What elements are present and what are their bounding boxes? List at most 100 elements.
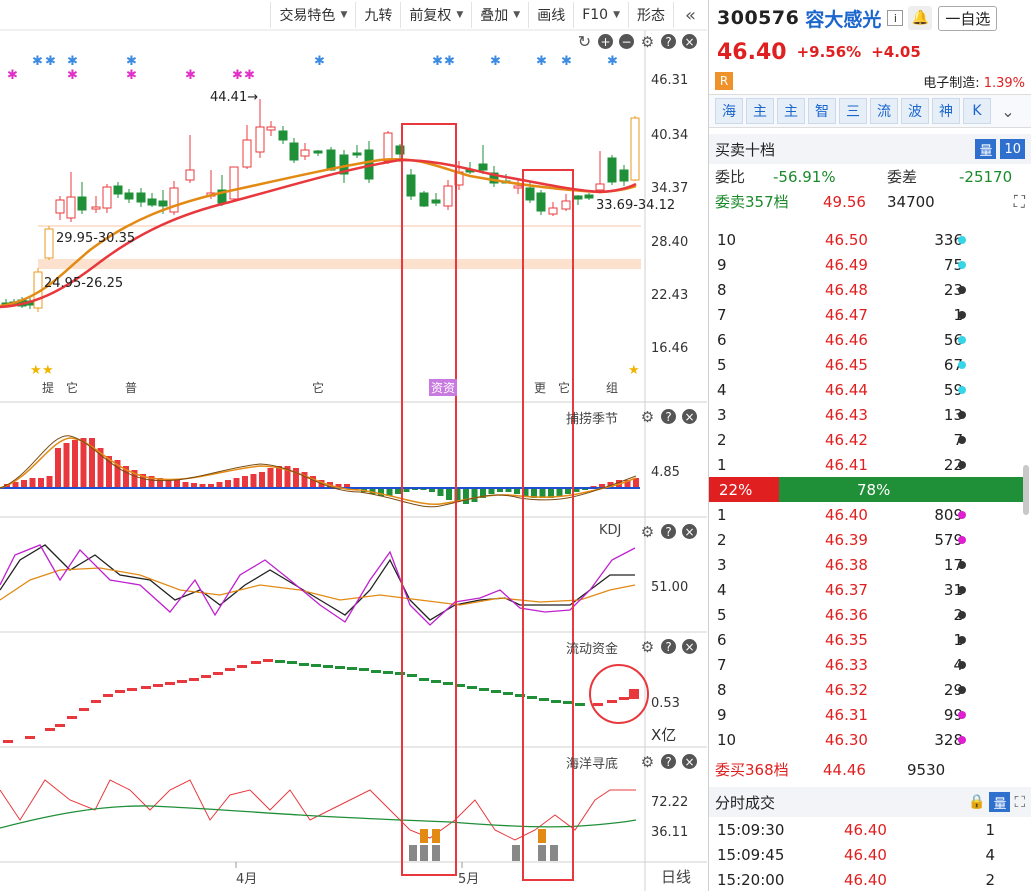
ask-row[interactable]: 6 46.46 56: [709, 327, 1031, 352]
r-badge: R: [715, 72, 733, 90]
event-marker[interactable]: 提: [42, 381, 55, 395]
indicator-tab[interactable]: 波: [901, 98, 929, 124]
sell-total-price: 49.56: [823, 192, 866, 211]
liquidity-mark: [201, 675, 211, 678]
help-icon[interactable]: ?: [661, 34, 676, 49]
expand-icon[interactable]: ⛶: [1013, 191, 1025, 211]
help-icon[interactable]: ?: [661, 524, 676, 539]
toolbar-button[interactable]: 形态: [628, 2, 673, 28]
refresh-icon[interactable]: ↻: [577, 32, 592, 51]
ask-row[interactable]: 5 46.45 67: [709, 352, 1031, 377]
toolbar-button[interactable]: 画线: [528, 2, 573, 28]
event-marker[interactable]: 资资: [429, 379, 458, 396]
indicator-title[interactable]: 海洋寻底: [566, 757, 619, 772]
histogram-bar: [140, 474, 146, 488]
toolbar-button[interactable]: 叠加 ▼: [471, 2, 528, 28]
gear-icon[interactable]: ⚙: [640, 522, 655, 541]
help-icon[interactable]: ?: [661, 409, 676, 424]
expand-icon[interactable]: ⛶: [1014, 793, 1025, 811]
histogram-bar: [488, 488, 495, 494]
event-marker[interactable]: 它: [312, 381, 325, 395]
gear-icon[interactable]: ⚙: [640, 32, 655, 51]
toolbar-button[interactable]: 交易特色 ▼: [270, 2, 355, 28]
close-icon[interactable]: ×: [682, 639, 697, 654]
bid-row[interactable]: 3 46.38 17: [709, 552, 1031, 577]
candle-body: [513, 185, 523, 189]
ticks-volume-toggle[interactable]: 量: [989, 792, 1011, 812]
close-icon[interactable]: ×: [682, 754, 697, 769]
add-watchlist-button[interactable]: 一自选: [938, 5, 998, 31]
bid-row[interactable]: 8 46.32 29: [709, 677, 1031, 702]
help-icon[interactable]: ?: [661, 754, 676, 769]
indicator-title[interactable]: 流动资金: [566, 642, 619, 657]
bid-row[interactable]: 10 46.30 328: [709, 727, 1031, 752]
bid-row[interactable]: 4 46.37 31: [709, 577, 1031, 602]
zoom-out-icon[interactable]: −: [619, 34, 634, 49]
depth-toggle[interactable]: 10: [1000, 139, 1025, 159]
indicator-tab[interactable]: 三: [839, 98, 867, 124]
bid-row[interactable]: 1 46.40 809: [709, 502, 1031, 527]
event-marker[interactable]: 组: [606, 381, 619, 395]
bid-row[interactable]: 2 46.39 579: [709, 527, 1031, 552]
zoom-in-icon[interactable]: +: [598, 34, 613, 49]
indicator-title[interactable]: KDJ: [599, 523, 622, 538]
toolbar-button[interactable]: 前复权 ▼: [400, 2, 471, 28]
ask-row[interactable]: 746.471: [709, 302, 1031, 327]
indicator-tab[interactable]: 智: [808, 98, 836, 124]
scrollbar[interactable]: [1023, 465, 1029, 515]
ticks-title: 分时成交: [715, 793, 776, 812]
event-marker[interactable]: 它: [66, 381, 79, 395]
indicator-tab[interactable]: 流: [870, 98, 898, 124]
indicator-tab[interactable]: 神: [932, 98, 960, 124]
sector-info[interactable]: 电子制造: 1.39%: [923, 72, 1025, 91]
indicator-tab[interactable]: 主: [777, 98, 805, 124]
orderbook-level: 8: [717, 280, 727, 299]
bell-icon[interactable]: 🔔: [908, 6, 933, 30]
stock-name[interactable]: 容大感光: [805, 8, 882, 31]
gear-icon[interactable]: ⚙: [640, 637, 655, 656]
toolbar-button[interactable]: F10 ▼: [573, 2, 628, 28]
volume-toggle[interactable]: 量: [975, 139, 997, 159]
event-marker[interactable]: 普: [125, 381, 138, 395]
indicator-tab[interactable]: K: [963, 98, 991, 124]
ask-row[interactable]: 3 46.43 13: [709, 402, 1031, 427]
signal-bar: [420, 829, 428, 843]
orderbook-price: 46.46: [825, 330, 868, 349]
toolbar-button[interactable]: 九转: [355, 2, 400, 28]
bid-row[interactable]: 646.351: [709, 627, 1031, 652]
close-icon[interactable]: ×: [682, 34, 697, 49]
info-icon[interactable]: i: [887, 10, 904, 26]
double-chevron-left-icon[interactable]: «: [673, 2, 707, 28]
ask-row[interactable]: 10 46.50 336: [709, 227, 1031, 252]
period-label[interactable]: 日线: [661, 868, 692, 886]
close-icon[interactable]: ×: [682, 524, 697, 539]
candle-body: [326, 149, 336, 171]
orderbook-price: 46.40: [825, 505, 868, 524]
ask-row[interactable]: 4 46.44 59: [709, 377, 1031, 402]
kline-chart-area[interactable]: ✱ ✱ ✱ ✱ ✱ ✱ ✱ ✱ ✱ ✱ ✱ ✱ ✱ ✱ ✱ ✱ ✱ ★ ★ ★ 交易特色 ▼ 九转 前复权 ▼ 叠加 ▼ 画线 F10…: [0, 0, 707, 891]
ask-row[interactable]: 246.427: [709, 427, 1031, 452]
help-icon[interactable]: ?: [661, 639, 676, 654]
change-percent: +9.56%: [796, 43, 862, 61]
candle-body: [66, 196, 76, 219]
liquidity-mark: [383, 671, 393, 674]
bid-row[interactable]: 546.362: [709, 602, 1031, 627]
indicator-title[interactable]: 捕捞季节: [566, 412, 619, 427]
lock-icon[interactable]: 🔒: [968, 794, 986, 810]
chart-canvas[interactable]: ✱✱ ✱ ✱✱✱✱ ✱ ✱ ✱✱ ✱ ✱ ✱ ✱ ✱ ✱★ ★ ★: [0, 0, 707, 891]
close-icon[interactable]: ×: [682, 409, 697, 424]
bid-row[interactable]: 9 46.31 99: [709, 702, 1031, 727]
bid-row[interactable]: 746.334: [709, 652, 1031, 677]
event-marker[interactable]: 更: [534, 381, 547, 395]
indicator-tab[interactable]: 主: [746, 98, 774, 124]
indicator-tab[interactable]: 海: [715, 98, 743, 124]
gear-icon[interactable]: ⚙: [640, 752, 655, 771]
event-marker[interactable]: 它: [558, 381, 571, 395]
ask-row[interactable]: 9 46.49 75: [709, 252, 1031, 277]
tick-time: 15:09:30: [717, 820, 785, 839]
ask-row[interactable]: 1 46.41 22: [709, 452, 1031, 477]
highlight-circle: [589, 664, 649, 724]
double-chevron-down-icon[interactable]: ⌄: [1001, 101, 1015, 121]
gear-icon[interactable]: ⚙: [640, 407, 655, 426]
ask-row[interactable]: 8 46.48 23: [709, 277, 1031, 302]
